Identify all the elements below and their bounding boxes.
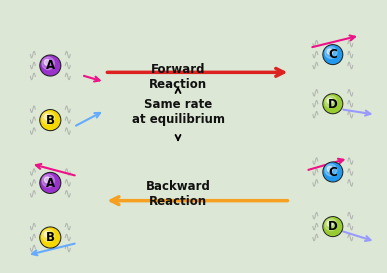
Circle shape	[40, 55, 61, 76]
Circle shape	[324, 46, 342, 63]
Circle shape	[325, 219, 337, 230]
Circle shape	[327, 166, 332, 172]
Circle shape	[324, 218, 342, 235]
Circle shape	[325, 164, 337, 176]
Circle shape	[325, 47, 337, 58]
Circle shape	[42, 175, 55, 187]
Text: C: C	[329, 48, 337, 61]
Text: D: D	[328, 97, 338, 111]
Circle shape	[323, 94, 342, 114]
Circle shape	[41, 174, 60, 192]
Circle shape	[42, 112, 55, 124]
Circle shape	[323, 217, 342, 236]
Circle shape	[324, 95, 342, 112]
Circle shape	[40, 173, 61, 193]
Text: A: A	[46, 59, 55, 72]
Circle shape	[327, 221, 332, 226]
Circle shape	[40, 110, 61, 130]
Circle shape	[327, 98, 332, 103]
Circle shape	[41, 56, 60, 75]
Circle shape	[324, 163, 342, 181]
Circle shape	[44, 232, 50, 237]
Text: B: B	[46, 231, 55, 244]
Circle shape	[44, 177, 50, 183]
Circle shape	[323, 45, 342, 64]
Circle shape	[44, 60, 50, 65]
Circle shape	[42, 229, 55, 242]
Text: D: D	[328, 220, 338, 233]
Text: Forward
Reaction: Forward Reaction	[149, 63, 207, 91]
Circle shape	[323, 162, 342, 182]
Circle shape	[41, 228, 60, 247]
Text: Backward
Reaction: Backward Reaction	[146, 180, 211, 208]
Circle shape	[325, 96, 337, 108]
Circle shape	[44, 114, 50, 120]
Text: Same rate
at equilibrium: Same rate at equilibrium	[132, 98, 224, 126]
Circle shape	[327, 49, 332, 54]
Text: B: B	[46, 114, 55, 127]
Text: A: A	[46, 177, 55, 190]
Circle shape	[41, 111, 60, 129]
Circle shape	[42, 57, 55, 70]
Circle shape	[40, 227, 61, 248]
Text: C: C	[329, 166, 337, 179]
